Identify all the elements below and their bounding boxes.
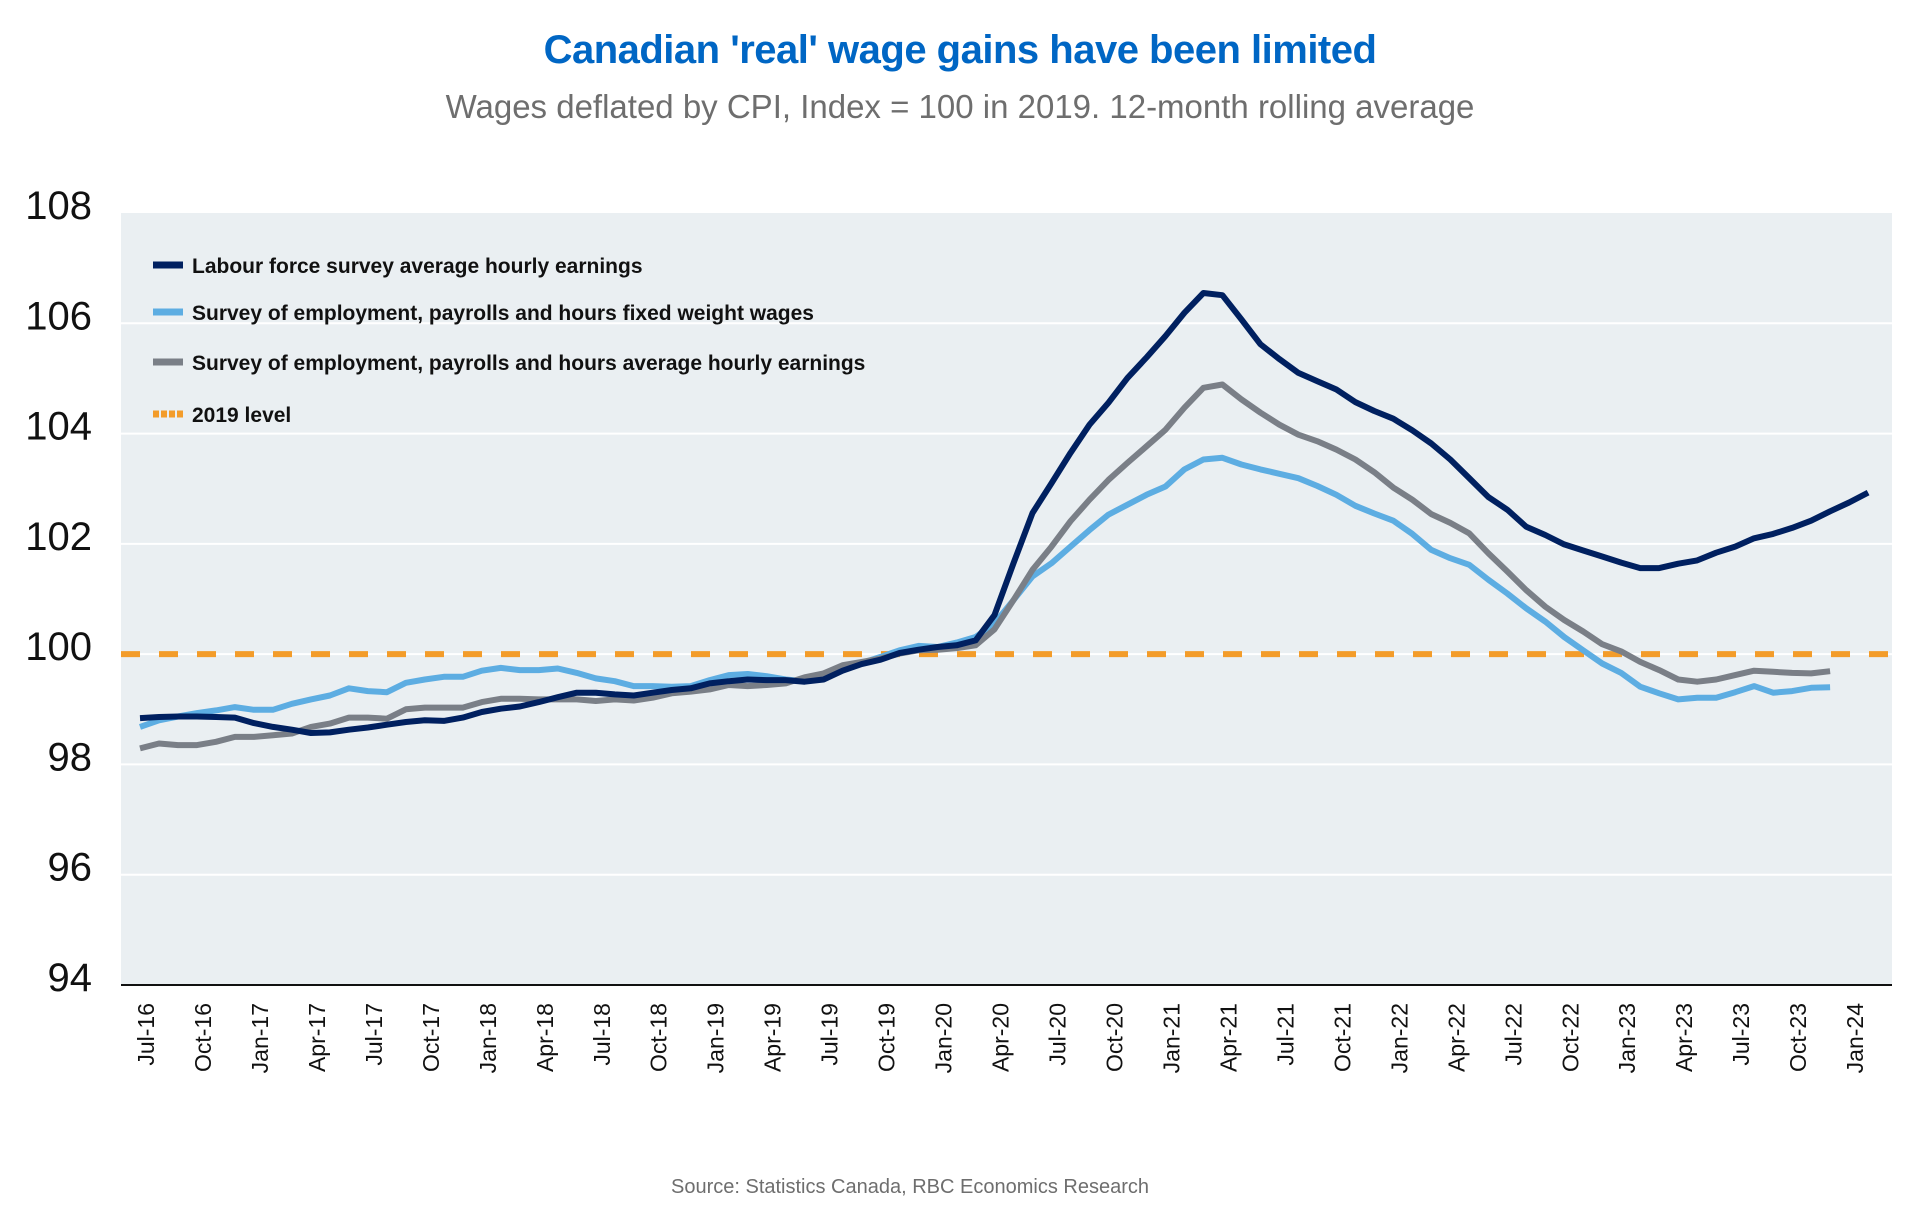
series-lines <box>139 290 1870 752</box>
y-tick-label: 104 <box>25 405 92 449</box>
x-tick-label: Apr-19 <box>760 1003 786 1072</box>
series-line-lfs-hourly-earnings <box>139 290 1870 736</box>
legend-label: Labour force survey average hourly earni… <box>192 255 643 278</box>
legend-label: 2019 level <box>192 404 291 427</box>
x-tick-label: Jan-20 <box>931 1003 957 1073</box>
chart-title: Canadian 'real' wage gains have been lim… <box>543 28 1377 72</box>
x-tick-label: Jan-24 <box>1842 1003 1868 1074</box>
x-tick-label: Jul-20 <box>1045 1003 1071 1066</box>
legend-label: Survey of employment, payrolls and hours… <box>192 302 814 325</box>
x-tick-label: Oct-17 <box>418 1003 444 1072</box>
x-tick-label: Jul-22 <box>1500 1003 1526 1066</box>
x-tick-label: Jul-23 <box>1728 1003 1754 1066</box>
y-tick-label: 100 <box>25 625 92 669</box>
x-tick-label: Apr-17 <box>304 1003 330 1072</box>
x-tick-label: Apr-21 <box>1215 1003 1241 1072</box>
x-tick-label: Jul-19 <box>817 1003 843 1066</box>
x-tick-label: Jul-16 <box>133 1003 159 1066</box>
x-tick-label: Oct-21 <box>1329 1003 1355 1072</box>
x-tick-label: Jan-22 <box>1386 1003 1412 1073</box>
x-tick-label: Oct-22 <box>1557 1003 1583 1072</box>
y-tick-label: 106 <box>25 294 92 338</box>
series-line-seph-hourly-earnings <box>139 381 1831 752</box>
x-tick-label: Apr-20 <box>988 1003 1014 1072</box>
x-tick-label: Jul-21 <box>1272 1003 1298 1066</box>
x-tick-label: Oct-19 <box>874 1003 900 1072</box>
y-tick-label: 94 <box>48 956 93 1000</box>
x-tick-label: Oct-23 <box>1785 1003 1811 1072</box>
y-axis-tick-labels: 94 96 98 100 102 104 106 108 <box>25 184 92 1000</box>
plot-background <box>121 213 1892 985</box>
x-tick-label: Jul-18 <box>589 1003 615 1066</box>
legend-label: Survey of employment, payrolls and hours… <box>192 352 865 375</box>
y-tick-label: 98 <box>48 735 93 779</box>
x-tick-label: Jan-23 <box>1614 1003 1640 1073</box>
x-tick-label: Oct-18 <box>646 1003 672 1072</box>
x-tick-label: Oct-20 <box>1101 1003 1127 1072</box>
y-tick-label: 108 <box>25 184 92 228</box>
x-tick-label: Jan-21 <box>1158 1003 1184 1073</box>
source-note: Source: Statistics Canada, RBC Economics… <box>671 1176 1149 1198</box>
legend: Labour force survey average hourly earni… <box>153 255 865 427</box>
x-tick-label: Jul-17 <box>361 1003 387 1066</box>
x-axis-tick-labels: Jul-16 Oct-16 Jan-17 Apr-17 Jul-17 Oct-17 Jan-… <box>133 1003 1868 1074</box>
y-tick-label: 96 <box>48 846 93 890</box>
chart-subtitle: Wages deflated by CPI, Index = 100 in 20… <box>445 88 1475 125</box>
x-tick-label: Apr-18 <box>532 1003 558 1072</box>
x-tick-label: Jan-19 <box>703 1003 729 1073</box>
x-tick-label: Jan-18 <box>475 1003 501 1073</box>
x-tick-label: Jan-17 <box>247 1003 273 1073</box>
x-tick-label: Apr-23 <box>1671 1003 1697 1072</box>
x-tick-label: Oct-16 <box>190 1003 216 1072</box>
x-tick-label: Apr-22 <box>1443 1003 1469 1072</box>
y-tick-label: 102 <box>25 515 92 559</box>
